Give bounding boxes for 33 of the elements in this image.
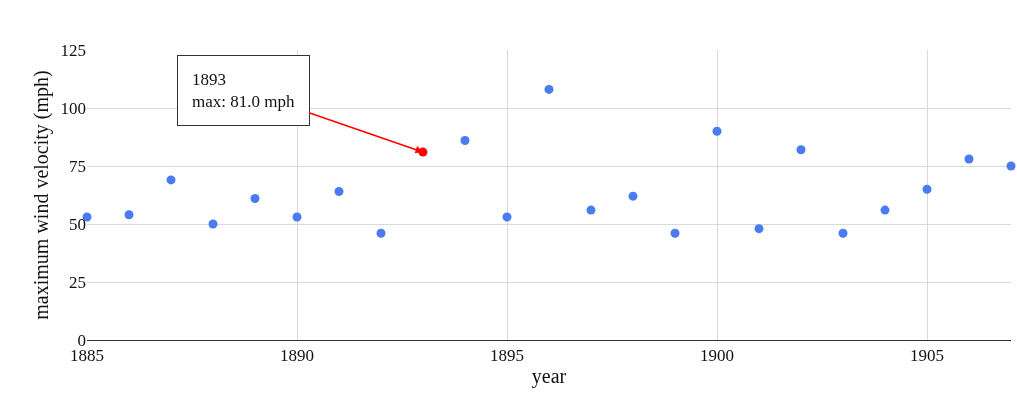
x-tick-label: 1895: [490, 346, 524, 366]
y-tick-label: 75: [69, 156, 86, 176]
y-axis-title: maximum wind velocity (mph): [30, 70, 53, 320]
point: [1006, 161, 1016, 171]
point: [166, 175, 176, 185]
point: [292, 212, 302, 222]
point: [670, 228, 680, 238]
point: [880, 205, 890, 215]
x-axis-title: year: [531, 364, 567, 388]
y-tick-label: 125: [60, 40, 86, 60]
y-tick-label: 100: [60, 98, 86, 118]
point: [964, 154, 974, 164]
point: [334, 187, 344, 197]
point: [502, 212, 512, 222]
point: [796, 145, 806, 155]
point: [250, 193, 260, 203]
point: [586, 205, 596, 215]
y-tick-label: 50: [69, 214, 86, 234]
point: [922, 184, 932, 194]
point: [838, 228, 848, 238]
point: [712, 126, 722, 136]
point: [754, 224, 764, 234]
point: [124, 210, 134, 220]
point: [628, 191, 638, 201]
x-tick-label: 1890: [280, 346, 314, 366]
point: [208, 219, 218, 229]
point: [460, 135, 470, 145]
x-tick-label: 1905: [910, 346, 944, 366]
point: [376, 228, 386, 238]
point: [544, 84, 554, 94]
y-tick-label: 25: [69, 272, 86, 292]
x-tick-label: 1900: [700, 346, 734, 366]
annotation: 1893 max: 81.0 mph: [192, 70, 295, 112]
